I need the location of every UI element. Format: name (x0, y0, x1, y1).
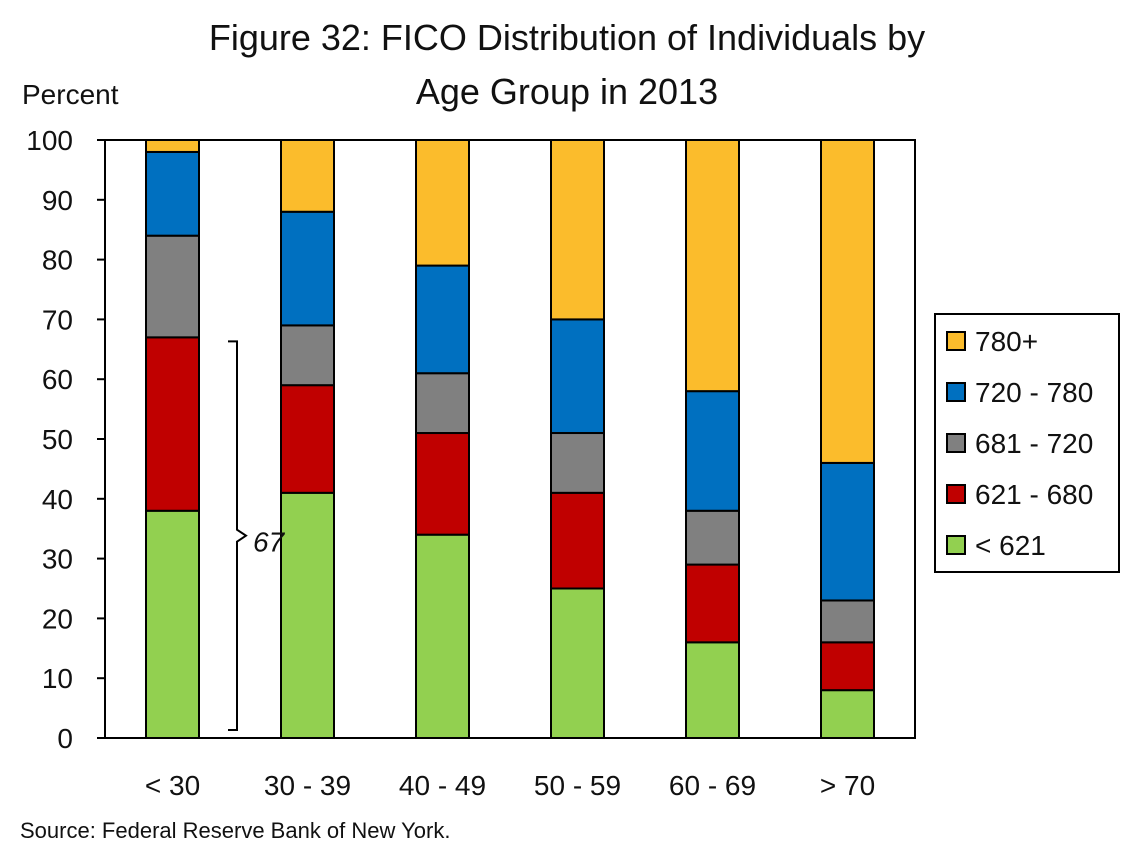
bar-segment-2-3 (415, 264, 470, 375)
y-tick-label-2: 20 (42, 603, 73, 634)
bar-segment-0-3 (145, 150, 200, 237)
chart-title-line-2: Age Group in 2013 (416, 71, 718, 112)
legend-label-4: < 621 (975, 530, 1046, 561)
bar-segment-1-1 (280, 384, 335, 494)
y-tick-label-6: 60 (42, 364, 73, 395)
x-tick-label-3: 50 - 59 (534, 770, 621, 801)
source-note: Source: Federal Reserve Bank of New York… (20, 818, 450, 843)
bar-segment-1-2 (280, 324, 335, 387)
bar-segment-3-4 (550, 139, 605, 321)
bar-segment-0-4 (145, 139, 200, 153)
y-tick-label-1: 10 (42, 663, 73, 694)
annotation-bracket: 67 (228, 340, 286, 731)
bar-segment-1-4 (280, 139, 335, 213)
annotation-bracket-line (228, 340, 248, 731)
annotation-label: 67 (253, 527, 286, 558)
x-tick-label-4: 60 - 69 (669, 770, 756, 801)
chart-title-line-1: Figure 32: FICO Distribution of Individu… (209, 17, 925, 58)
bar-segment-4-3 (685, 390, 740, 512)
bar-segment-2-2 (415, 372, 470, 435)
x-tick-label-2: 40 - 49 (399, 770, 486, 801)
bar-segment-3-3 (550, 318, 605, 435)
bar-segment-2-4 (415, 139, 470, 267)
legend-label-0: 780+ (975, 326, 1038, 357)
legend-label-2: 681 - 720 (975, 428, 1093, 459)
y-axis: 0 10 20 30 40 50 60 70 80 90 100 (26, 125, 105, 754)
bar-segment-0-1 (145, 336, 200, 512)
x-tick-label-5: > 70 (820, 770, 875, 801)
bar-segment-4-1 (685, 563, 740, 644)
bar-segment-4-0 (685, 641, 740, 740)
bar-segment-3-0 (550, 587, 605, 739)
bar-segment-2-1 (415, 432, 470, 536)
legend-swatch-3 (946, 484, 966, 504)
bar-segment-3-2 (550, 432, 605, 494)
bar-segment-2-0 (415, 533, 470, 739)
y-tick-label-3: 30 (42, 544, 73, 575)
bar-segment-1-3 (280, 210, 335, 327)
bar-segment-4-4 (685, 139, 740, 393)
y-tick-label-4: 40 (42, 484, 73, 515)
legend-swatch-4 (946, 535, 966, 555)
legend: 780+ 720 - 780 681 - 720 621 - 680 < 621 (934, 313, 1120, 573)
legend-label-3: 621 - 680 (975, 479, 1093, 510)
x-axis: < 30 30 - 39 40 - 49 50 - 59 60 - 69 > 70 (145, 770, 875, 801)
x-tick-label-1: 30 - 39 (264, 770, 351, 801)
legend-swatch-1 (946, 382, 966, 402)
bar-segment-5-1 (820, 641, 875, 692)
bar-segment-1-0 (280, 491, 335, 739)
y-tick-label-10: 100 (26, 125, 73, 156)
bar-segment-5-4 (820, 139, 875, 464)
y-tick-label-9: 90 (42, 185, 73, 216)
bar-segment-0-2 (145, 234, 200, 339)
y-tick-label-7: 70 (42, 304, 73, 335)
bar-segment-5-2 (820, 599, 875, 644)
bar-segment-0-0 (145, 509, 200, 740)
x-tick-label-0: < 30 (145, 770, 200, 801)
legend-swatch-2 (946, 433, 966, 453)
y-tick-label-0: 0 (57, 723, 73, 754)
bar-segment-5-3 (820, 461, 875, 602)
bar-segment-4-2 (685, 509, 740, 566)
y-tick-label-5: 50 (42, 424, 73, 455)
bar-segment-3-1 (550, 491, 605, 590)
bars-layer (145, 139, 875, 740)
plot-area (104, 139, 916, 739)
legend-swatch-0 (946, 331, 966, 351)
bar-segment-5-0 (820, 689, 875, 739)
legend-label-1: 720 - 780 (975, 377, 1093, 408)
y-axis-label: Percent (22, 79, 119, 110)
y-tick-label-8: 80 (42, 245, 73, 276)
